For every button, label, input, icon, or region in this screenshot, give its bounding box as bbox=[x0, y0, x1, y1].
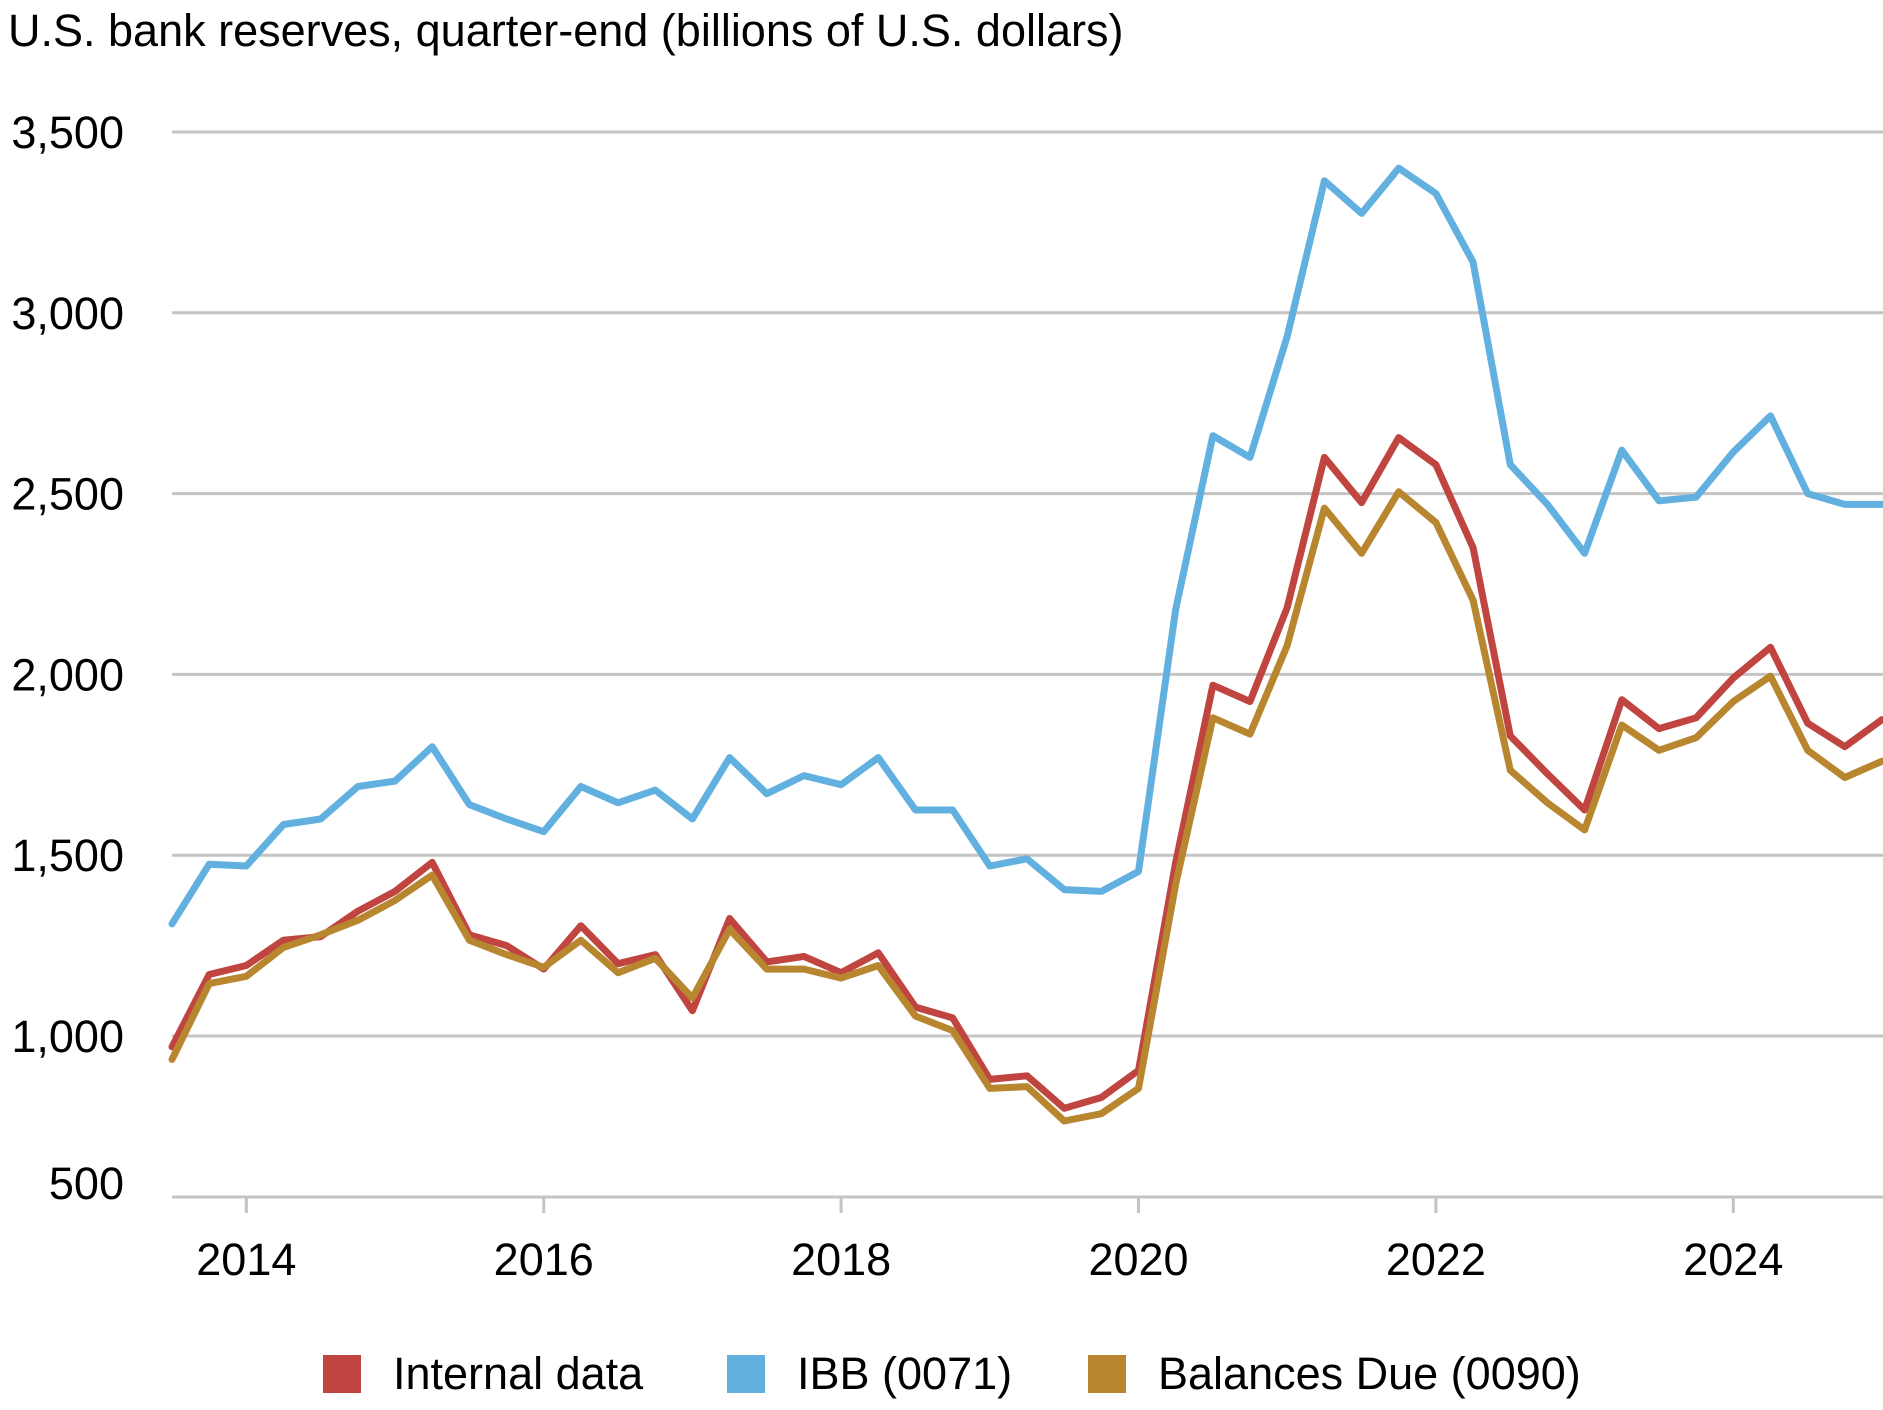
x-tick-label-2016: 2016 bbox=[494, 1234, 594, 1285]
y-axis-tick-labels: 500 1,000 1,500 2,000 2,500 3,000 3,500 bbox=[11, 107, 124, 1209]
series-lines bbox=[168, 164, 1883, 1125]
y-tick-label-2500: 2,500 bbox=[11, 469, 124, 520]
legend-swatch-ibb-0071 bbox=[727, 1355, 765, 1393]
y-tick-label-2000: 2,000 bbox=[11, 649, 124, 700]
x-tick-label-2022: 2022 bbox=[1386, 1234, 1486, 1285]
series-line-ibb-0071 bbox=[168, 164, 1883, 928]
x-axis-tick-labels: 2014 2016 2018 2020 2022 2024 bbox=[196, 1234, 1783, 1285]
legend-swatch-internal-data bbox=[323, 1355, 361, 1393]
legend-label-ibb-0071: IBB (0071) bbox=[797, 1348, 1012, 1399]
x-axis bbox=[172, 1195, 1883, 1213]
series-line-internal-data bbox=[168, 434, 1883, 1112]
legend: Internal data IBB (0071) Balances Due (009… bbox=[323, 1348, 1581, 1399]
legend-label-internal-data: Internal data bbox=[393, 1348, 644, 1399]
legend-label-balances-due-0090: Balances Due (0090) bbox=[1158, 1348, 1581, 1399]
x-tick-label-2014: 2014 bbox=[196, 1234, 296, 1285]
y-tick-label-500: 500 bbox=[49, 1158, 124, 1209]
gridlines bbox=[172, 130, 1883, 1038]
chart-title: U.S. bank reserves, quarter-end (billion… bbox=[8, 5, 1124, 56]
y-tick-label-3500: 3,500 bbox=[11, 107, 124, 158]
y-tick-label-1000: 1,000 bbox=[11, 1011, 124, 1062]
x-tick-label-2018: 2018 bbox=[791, 1234, 891, 1285]
x-tick-label-2024: 2024 bbox=[1683, 1234, 1783, 1285]
legend-swatch-balances-due-0090 bbox=[1088, 1355, 1126, 1393]
x-tick-label-2020: 2020 bbox=[1088, 1234, 1188, 1285]
y-tick-label-3000: 3,000 bbox=[11, 288, 124, 339]
series-line-balances-due-0090 bbox=[168, 488, 1883, 1125]
y-tick-label-1500: 1,500 bbox=[11, 830, 124, 881]
